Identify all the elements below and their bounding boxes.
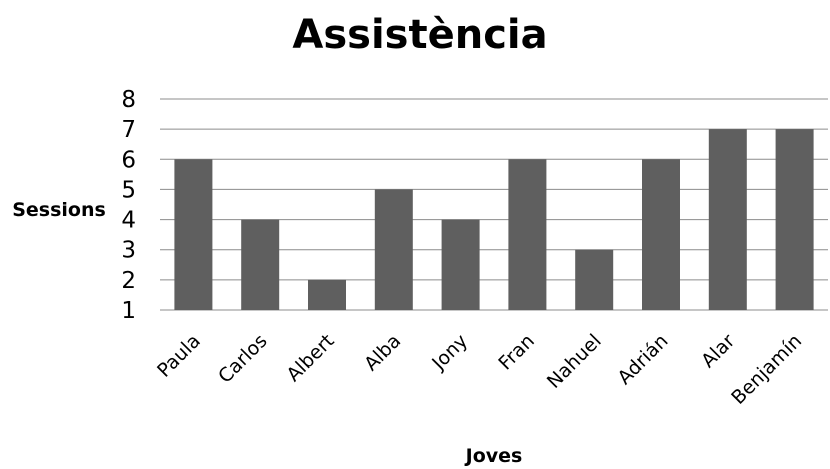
x-tick-label: Alba: [360, 330, 405, 375]
bar-fran: [508, 159, 547, 310]
bar-carlos: [241, 219, 280, 310]
y-tick-label: 4: [121, 208, 136, 234]
x-tick-label: Carlos: [214, 330, 272, 388]
y-tick-label: 8: [121, 87, 136, 113]
bar-jony: [441, 219, 480, 310]
y-tick-label: 5: [121, 177, 136, 203]
y-tick-label: 1: [121, 298, 136, 324]
bars: [174, 129, 814, 310]
x-axis-ticks: Paula Carlos Albert Alba Jony Fran Nahuel Adriá…: [153, 330, 806, 409]
x-tick-label: Nahuel: [543, 330, 606, 393]
bar-albert: [308, 279, 346, 310]
x-tick-label: Paula: [153, 330, 205, 382]
x-tick-label: Fran: [494, 330, 539, 375]
bar-nahuel: [575, 249, 614, 310]
x-tick-label: Adrián: [613, 330, 672, 389]
y-axis-label: Sessions: [12, 199, 106, 221]
bar-paula: [174, 159, 213, 310]
bar-alba: [374, 189, 413, 310]
y-tick-label: 2: [121, 268, 136, 294]
bar-benjamín: [775, 129, 814, 310]
x-tick-label: Jony: [427, 330, 472, 375]
bar-alar: [708, 129, 747, 310]
x-tick-label: Alar: [697, 330, 739, 372]
x-axis-label: Joves: [464, 445, 523, 467]
y-tick-label: 3: [121, 238, 136, 264]
x-tick-label: Benjamín: [727, 330, 806, 409]
chart-title: Assistència: [292, 12, 547, 58]
bar-adrián: [642, 159, 680, 310]
y-axis-ticks: 1 2 3 4 5 6 7 8: [121, 87, 136, 324]
x-tick-label: Albert: [282, 330, 338, 386]
y-tick-label: 7: [121, 117, 136, 143]
y-tick-label: 6: [121, 147, 136, 173]
